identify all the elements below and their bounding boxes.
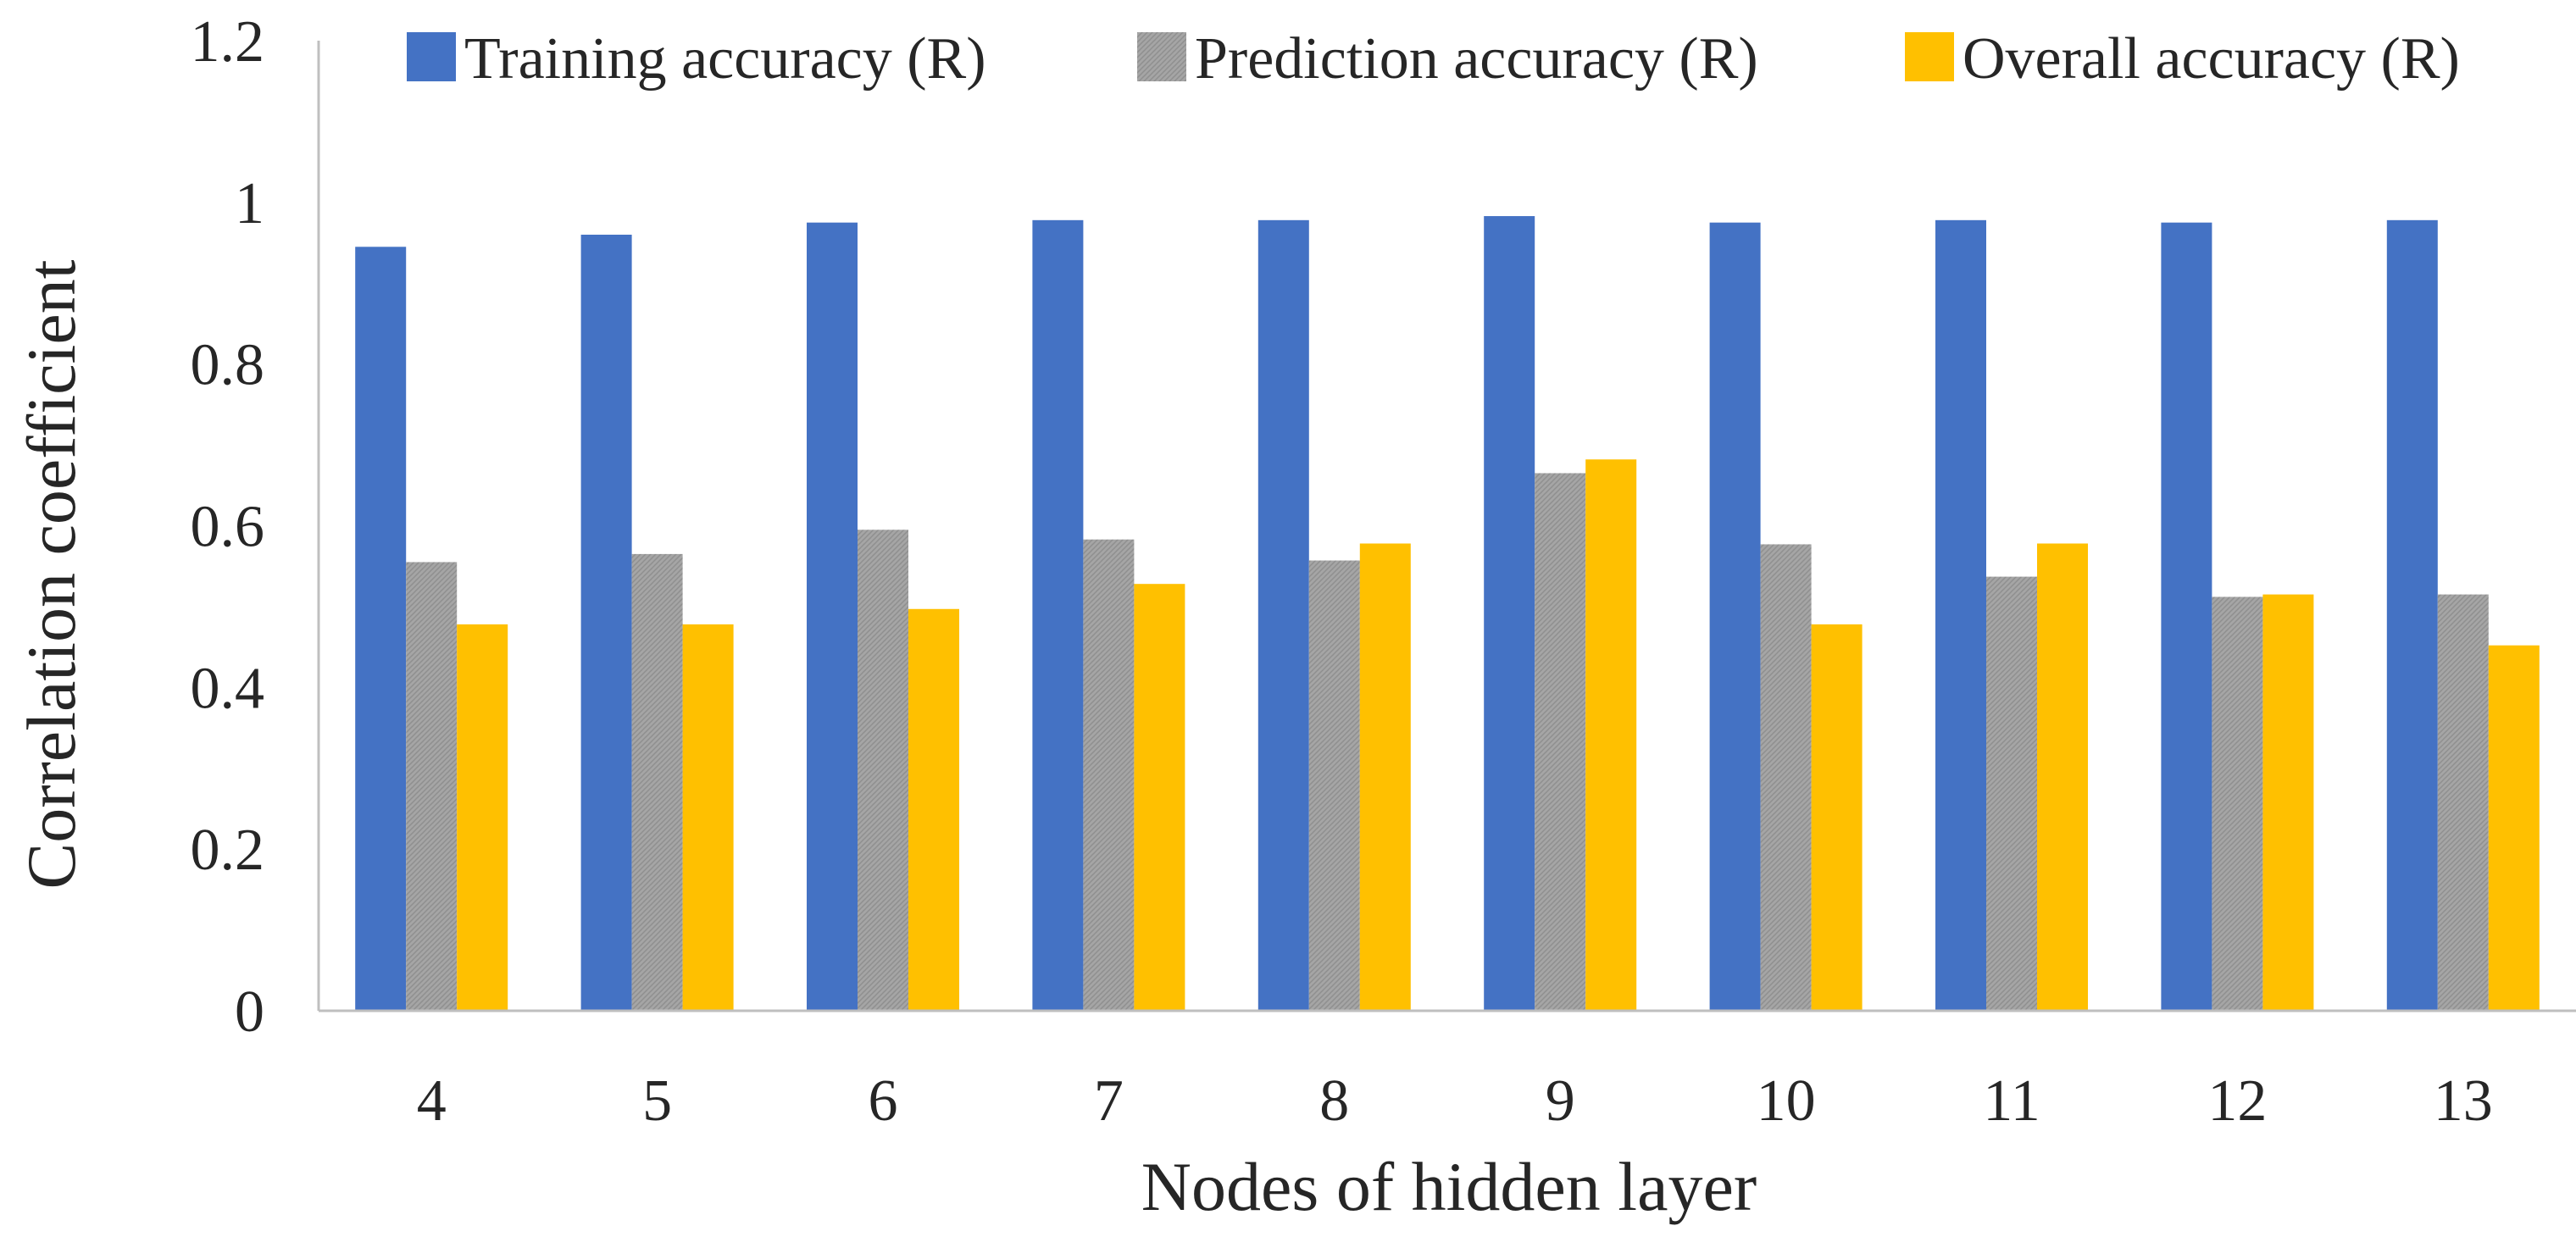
bar-prediction-10: [1760, 544, 1812, 1011]
legend-label-prediction: Prediction accuracy (R): [1195, 26, 1758, 92]
y-tick-label: 0.4: [191, 656, 265, 721]
bar-group-7: [1032, 219, 1185, 1011]
bar-prediction-9: [1535, 473, 1586, 1011]
bar-group-13: [2386, 219, 2540, 1011]
x-tick-labels: 4 5 6 7 8 9 10 11 12 13: [417, 1068, 2493, 1134]
bar-training-9: [1484, 216, 1535, 1011]
bar-overall-12: [2262, 594, 2314, 1011]
y-axis-title: Correlation coefficient: [13, 259, 90, 889]
x-tick-label: 11: [1983, 1068, 2040, 1134]
y-tick-label: 1: [235, 171, 264, 236]
bar-training-13: [2386, 219, 2438, 1011]
bar-overall-4: [457, 624, 508, 1011]
bar-group-4: [355, 247, 508, 1011]
bar-prediction-8: [1308, 560, 1360, 1011]
bar-overall-6: [908, 608, 959, 1011]
y-tick-label: 0: [235, 979, 264, 1045]
bar-training-5: [580, 235, 632, 1011]
bar-training-4: [355, 247, 407, 1011]
bar-group-6: [807, 222, 959, 1011]
bar-prediction-7: [1083, 539, 1135, 1011]
bar-overall-7: [1134, 584, 1185, 1011]
bar-group-12: [2161, 222, 2314, 1011]
x-tick-label: 6: [869, 1068, 898, 1134]
bar-group-9: [1484, 216, 1637, 1011]
y-tick-labels: 0 0.2 0.4 0.6 0.8 1 1.2: [191, 9, 265, 1045]
legend-label-training: Training accuracy (R): [464, 26, 986, 92]
y-tick-label: 0.2: [191, 818, 265, 883]
x-tick-label: 8: [1319, 1068, 1349, 1134]
bar-overall-9: [1585, 459, 1637, 1011]
bar-training-6: [807, 222, 858, 1011]
bars-layer: [355, 216, 2540, 1011]
x-tick-label: 5: [642, 1068, 672, 1134]
x-tick-label: 4: [417, 1068, 447, 1134]
bar-training-7: [1032, 219, 1084, 1011]
bar-group-11: [1935, 219, 2088, 1011]
bar-training-10: [1709, 222, 1761, 1011]
x-tick-label: 9: [1546, 1068, 1575, 1134]
bar-prediction-5: [631, 553, 683, 1011]
legend-label-overall: Overall accuracy (R): [1963, 26, 2460, 92]
y-tick-label: 0.8: [191, 333, 265, 398]
legend-swatch-overall: [1905, 32, 1954, 81]
bar-overall-5: [682, 624, 734, 1011]
bar-overall-10: [1811, 624, 1863, 1011]
legend-swatch-prediction: [1137, 32, 1186, 81]
bar-prediction-12: [2212, 596, 2263, 1011]
y-tick-label: 0.6: [191, 495, 265, 560]
bar-group-10: [1709, 222, 1863, 1011]
bar-group-8: [1257, 219, 1411, 1011]
bar-overall-11: [2037, 543, 2088, 1011]
bar-group-5: [580, 235, 734, 1011]
bar-overall-13: [2488, 645, 2540, 1011]
x-axis-title: Nodes of hidden layer: [1141, 1148, 1757, 1225]
bar-training-12: [2161, 222, 2212, 1011]
x-tick-label: 13: [2434, 1068, 2493, 1134]
bar-overall-8: [1359, 543, 1411, 1011]
bar-prediction-13: [2437, 594, 2489, 1011]
bar-prediction-4: [406, 562, 458, 1011]
y-tick-label: 1.2: [191, 9, 265, 75]
bar-training-8: [1257, 219, 1309, 1011]
bar-prediction-6: [858, 530, 908, 1011]
legend: Training accuracy (R) Prediction accurac…: [407, 26, 2460, 92]
legend-swatch-training: [407, 32, 456, 81]
bar-training-11: [1935, 219, 1986, 1011]
x-tick-label: 10: [1757, 1068, 1816, 1134]
x-tick-label: 12: [2207, 1068, 2267, 1134]
bar-prediction-11: [1986, 576, 2037, 1011]
x-tick-label: 7: [1094, 1068, 1124, 1134]
